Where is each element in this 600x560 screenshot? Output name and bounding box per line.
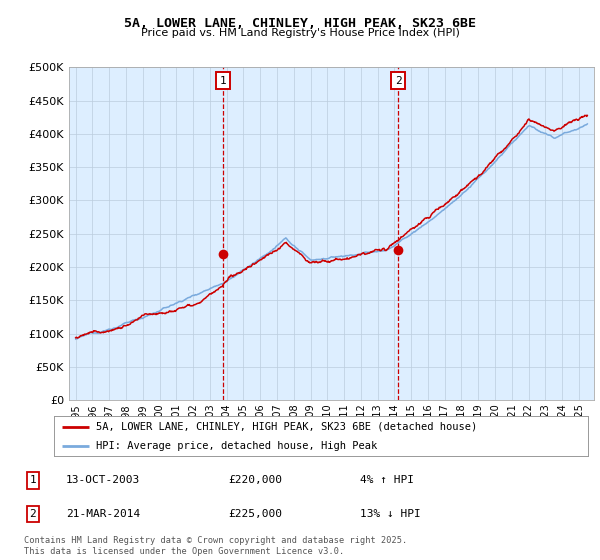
Text: Price paid vs. HM Land Registry's House Price Index (HPI): Price paid vs. HM Land Registry's House … <box>140 28 460 38</box>
Text: 1: 1 <box>220 76 227 86</box>
Text: 21-MAR-2014: 21-MAR-2014 <box>66 509 140 519</box>
Text: HPI: Average price, detached house, High Peak: HPI: Average price, detached house, High… <box>95 441 377 450</box>
Text: 13% ↓ HPI: 13% ↓ HPI <box>360 509 421 519</box>
Text: 5A, LOWER LANE, CHINLEY, HIGH PEAK, SK23 6BE: 5A, LOWER LANE, CHINLEY, HIGH PEAK, SK23… <box>124 17 476 30</box>
Text: 13-OCT-2003: 13-OCT-2003 <box>66 475 140 486</box>
Text: 5A, LOWER LANE, CHINLEY, HIGH PEAK, SK23 6BE (detached house): 5A, LOWER LANE, CHINLEY, HIGH PEAK, SK23… <box>95 422 477 432</box>
Text: 4% ↑ HPI: 4% ↑ HPI <box>360 475 414 486</box>
Text: 2: 2 <box>29 509 37 519</box>
Text: 1: 1 <box>29 475 37 486</box>
Text: 2: 2 <box>395 76 401 86</box>
Text: Contains HM Land Registry data © Crown copyright and database right 2025.
This d: Contains HM Land Registry data © Crown c… <box>24 536 407 556</box>
Text: £220,000: £220,000 <box>228 475 282 486</box>
Text: £225,000: £225,000 <box>228 509 282 519</box>
